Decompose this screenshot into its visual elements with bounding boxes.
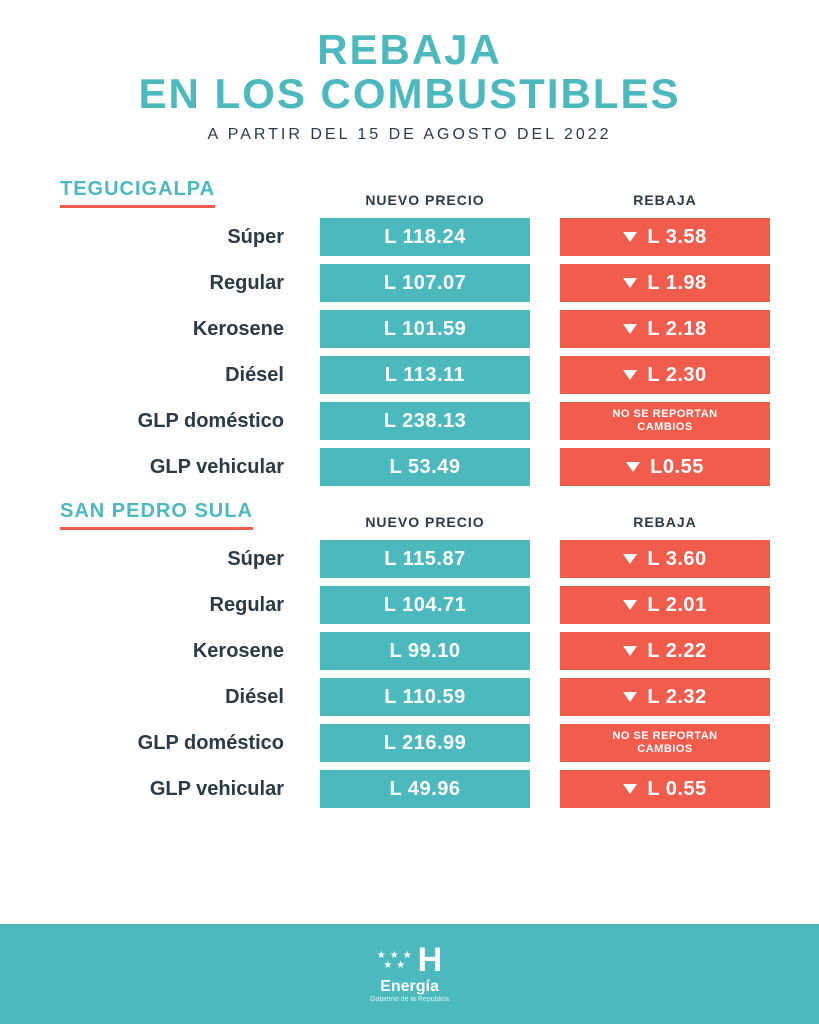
down-arrow-icon xyxy=(623,784,637,794)
city-name: TEGUCIGALPA xyxy=(60,178,215,208)
discount-pill: L 1.98 xyxy=(560,264,770,302)
discount-value: L 3.60 xyxy=(647,548,706,571)
fuel-label: Regular xyxy=(60,272,290,295)
discount-value: L 2.30 xyxy=(647,364,706,387)
down-arrow-icon xyxy=(623,600,637,610)
new-price-pill: L 216.99 xyxy=(320,724,530,762)
discount-value: L 2.01 xyxy=(647,594,706,617)
price-row: Súper L 115.87 L 3.60 xyxy=(60,540,759,578)
fuel-label: Kerosene xyxy=(60,318,290,341)
fuel-label: Súper xyxy=(60,226,290,249)
column-head-discount: REBAJA xyxy=(560,514,770,530)
new-price-pill: L 101.59 xyxy=(320,310,530,348)
discount-value: L 0.55 xyxy=(647,778,706,801)
price-row: Regular L 107.07 L 1.98 xyxy=(60,264,759,302)
brand-name: Energía xyxy=(370,978,449,996)
discount-pill: L 2.32 xyxy=(560,678,770,716)
new-price-pill: L 113.11 xyxy=(320,356,530,394)
new-price-pill: L 104.71 xyxy=(320,586,530,624)
logo-h-icon: H xyxy=(418,945,443,976)
column-head-discount: REBAJA xyxy=(560,192,770,208)
discount-pill: L0.55 xyxy=(560,448,770,486)
new-price-pill: L 118.24 xyxy=(320,218,530,256)
new-price-pill: L 99.10 xyxy=(320,632,530,670)
down-arrow-icon xyxy=(623,370,637,380)
price-row: Regular L 104.71 L 2.01 xyxy=(60,586,759,624)
price-row: GLP domésticoL 216.99NO SE REPORTANCAMBI… xyxy=(60,724,759,762)
no-change-pill: NO SE REPORTANCAMBIOS xyxy=(560,402,770,440)
stars-row-2: ★★ xyxy=(377,961,412,971)
footer-logo: ★★★ ★★ H Energía Gobierno de la Repúblic… xyxy=(370,945,449,1003)
new-price-pill: L 115.87 xyxy=(320,540,530,578)
subtitle: A PARTIR DEL 15 DE AGOSTO DEL 2022 xyxy=(20,126,799,144)
discount-pill: L 2.01 xyxy=(560,586,770,624)
no-change-pill: NO SE REPORTANCAMBIOS xyxy=(560,724,770,762)
city-header: TEGUCIGALPANUEVO PRECIOREBAJA xyxy=(60,178,759,208)
discount-value: L 2.22 xyxy=(647,640,706,663)
discount-value: L0.55 xyxy=(650,456,704,479)
price-row: Diésel L 113.11 L 2.30 xyxy=(60,356,759,394)
fuel-label: Súper xyxy=(60,548,290,571)
header: REBAJA EN LOS COMBUSTIBLES A PARTIR DEL … xyxy=(0,0,819,154)
column-head-price: NUEVO PRECIO xyxy=(320,192,530,208)
city-header: SAN PEDRO SULANUEVO PRECIOREBAJA xyxy=(60,500,759,530)
new-price-pill: L 107.07 xyxy=(320,264,530,302)
fuel-label: Kerosene xyxy=(60,640,290,663)
new-price-pill: L 238.13 xyxy=(320,402,530,440)
price-row: Kerosene L 99.10 L 2.22 xyxy=(60,632,759,670)
footer: ★★★ ★★ H Energía Gobierno de la Repúblic… xyxy=(0,924,819,1024)
down-arrow-icon xyxy=(623,646,637,656)
column-head-price: NUEVO PRECIO xyxy=(320,514,530,530)
price-row: GLP vehicular L 49.96 L 0.55 xyxy=(60,770,759,808)
stars-row-1: ★★★ xyxy=(377,951,412,961)
discount-value: L 3.58 xyxy=(647,226,706,249)
price-row: GLP vehicular L 53.49 L0.55 xyxy=(60,448,759,486)
main-title: REBAJA EN LOS COMBUSTIBLES xyxy=(20,28,799,116)
new-price-pill: L 53.49 xyxy=(320,448,530,486)
down-arrow-icon xyxy=(623,324,637,334)
title-line-2: EN LOS COMBUSTIBLES xyxy=(20,72,799,116)
discount-value: L 2.18 xyxy=(647,318,706,341)
city-name: SAN PEDRO SULA xyxy=(60,500,253,530)
price-row: Kerosene L 101.59 L 2.18 xyxy=(60,310,759,348)
discount-pill: L 2.18 xyxy=(560,310,770,348)
discount-value: L 1.98 xyxy=(647,272,706,295)
discount-value: L 2.32 xyxy=(647,686,706,709)
down-arrow-icon xyxy=(623,554,637,564)
price-row: Súper L 118.24 L 3.58 xyxy=(60,218,759,256)
discount-pill: L 0.55 xyxy=(560,770,770,808)
down-arrow-icon xyxy=(623,692,637,702)
down-arrow-icon xyxy=(626,462,640,472)
discount-pill: L 3.58 xyxy=(560,218,770,256)
discount-pill: L 2.22 xyxy=(560,632,770,670)
city-block: SAN PEDRO SULANUEVO PRECIOREBAJASúperL 1… xyxy=(60,500,759,808)
new-price-pill: L 49.96 xyxy=(320,770,530,808)
new-price-pill: L 110.59 xyxy=(320,678,530,716)
down-arrow-icon xyxy=(623,232,637,242)
content-area: TEGUCIGALPA NUEVO PRECIO REBAJA Súper L 118.… xyxy=(0,154,819,924)
down-arrow-icon xyxy=(623,278,637,288)
fuel-label: Diésel xyxy=(60,686,290,709)
discount-pill: L 3.60 xyxy=(560,540,770,578)
city-block: TEGUCIGALPANUEVO PRECIOREBAJASúperL 118.… xyxy=(60,178,759,486)
title-line-1: REBAJA xyxy=(20,28,799,72)
fuel-label: GLP doméstico xyxy=(60,732,290,755)
fuel-label: GLP vehicular xyxy=(60,778,290,801)
fuel-label: Diésel xyxy=(60,364,290,387)
fuel-label: GLP doméstico xyxy=(60,410,290,433)
brand-sub: Gobierno de la República xyxy=(370,996,449,1003)
fuel-label: Regular xyxy=(60,594,290,617)
price-row: GLP domésticoL 238.13NO SE REPORTANCAMBI… xyxy=(60,402,759,440)
fuel-label: GLP vehicular xyxy=(60,456,290,479)
price-row: Diésel L 110.59 L 2.32 xyxy=(60,678,759,716)
discount-pill: L 2.30 xyxy=(560,356,770,394)
